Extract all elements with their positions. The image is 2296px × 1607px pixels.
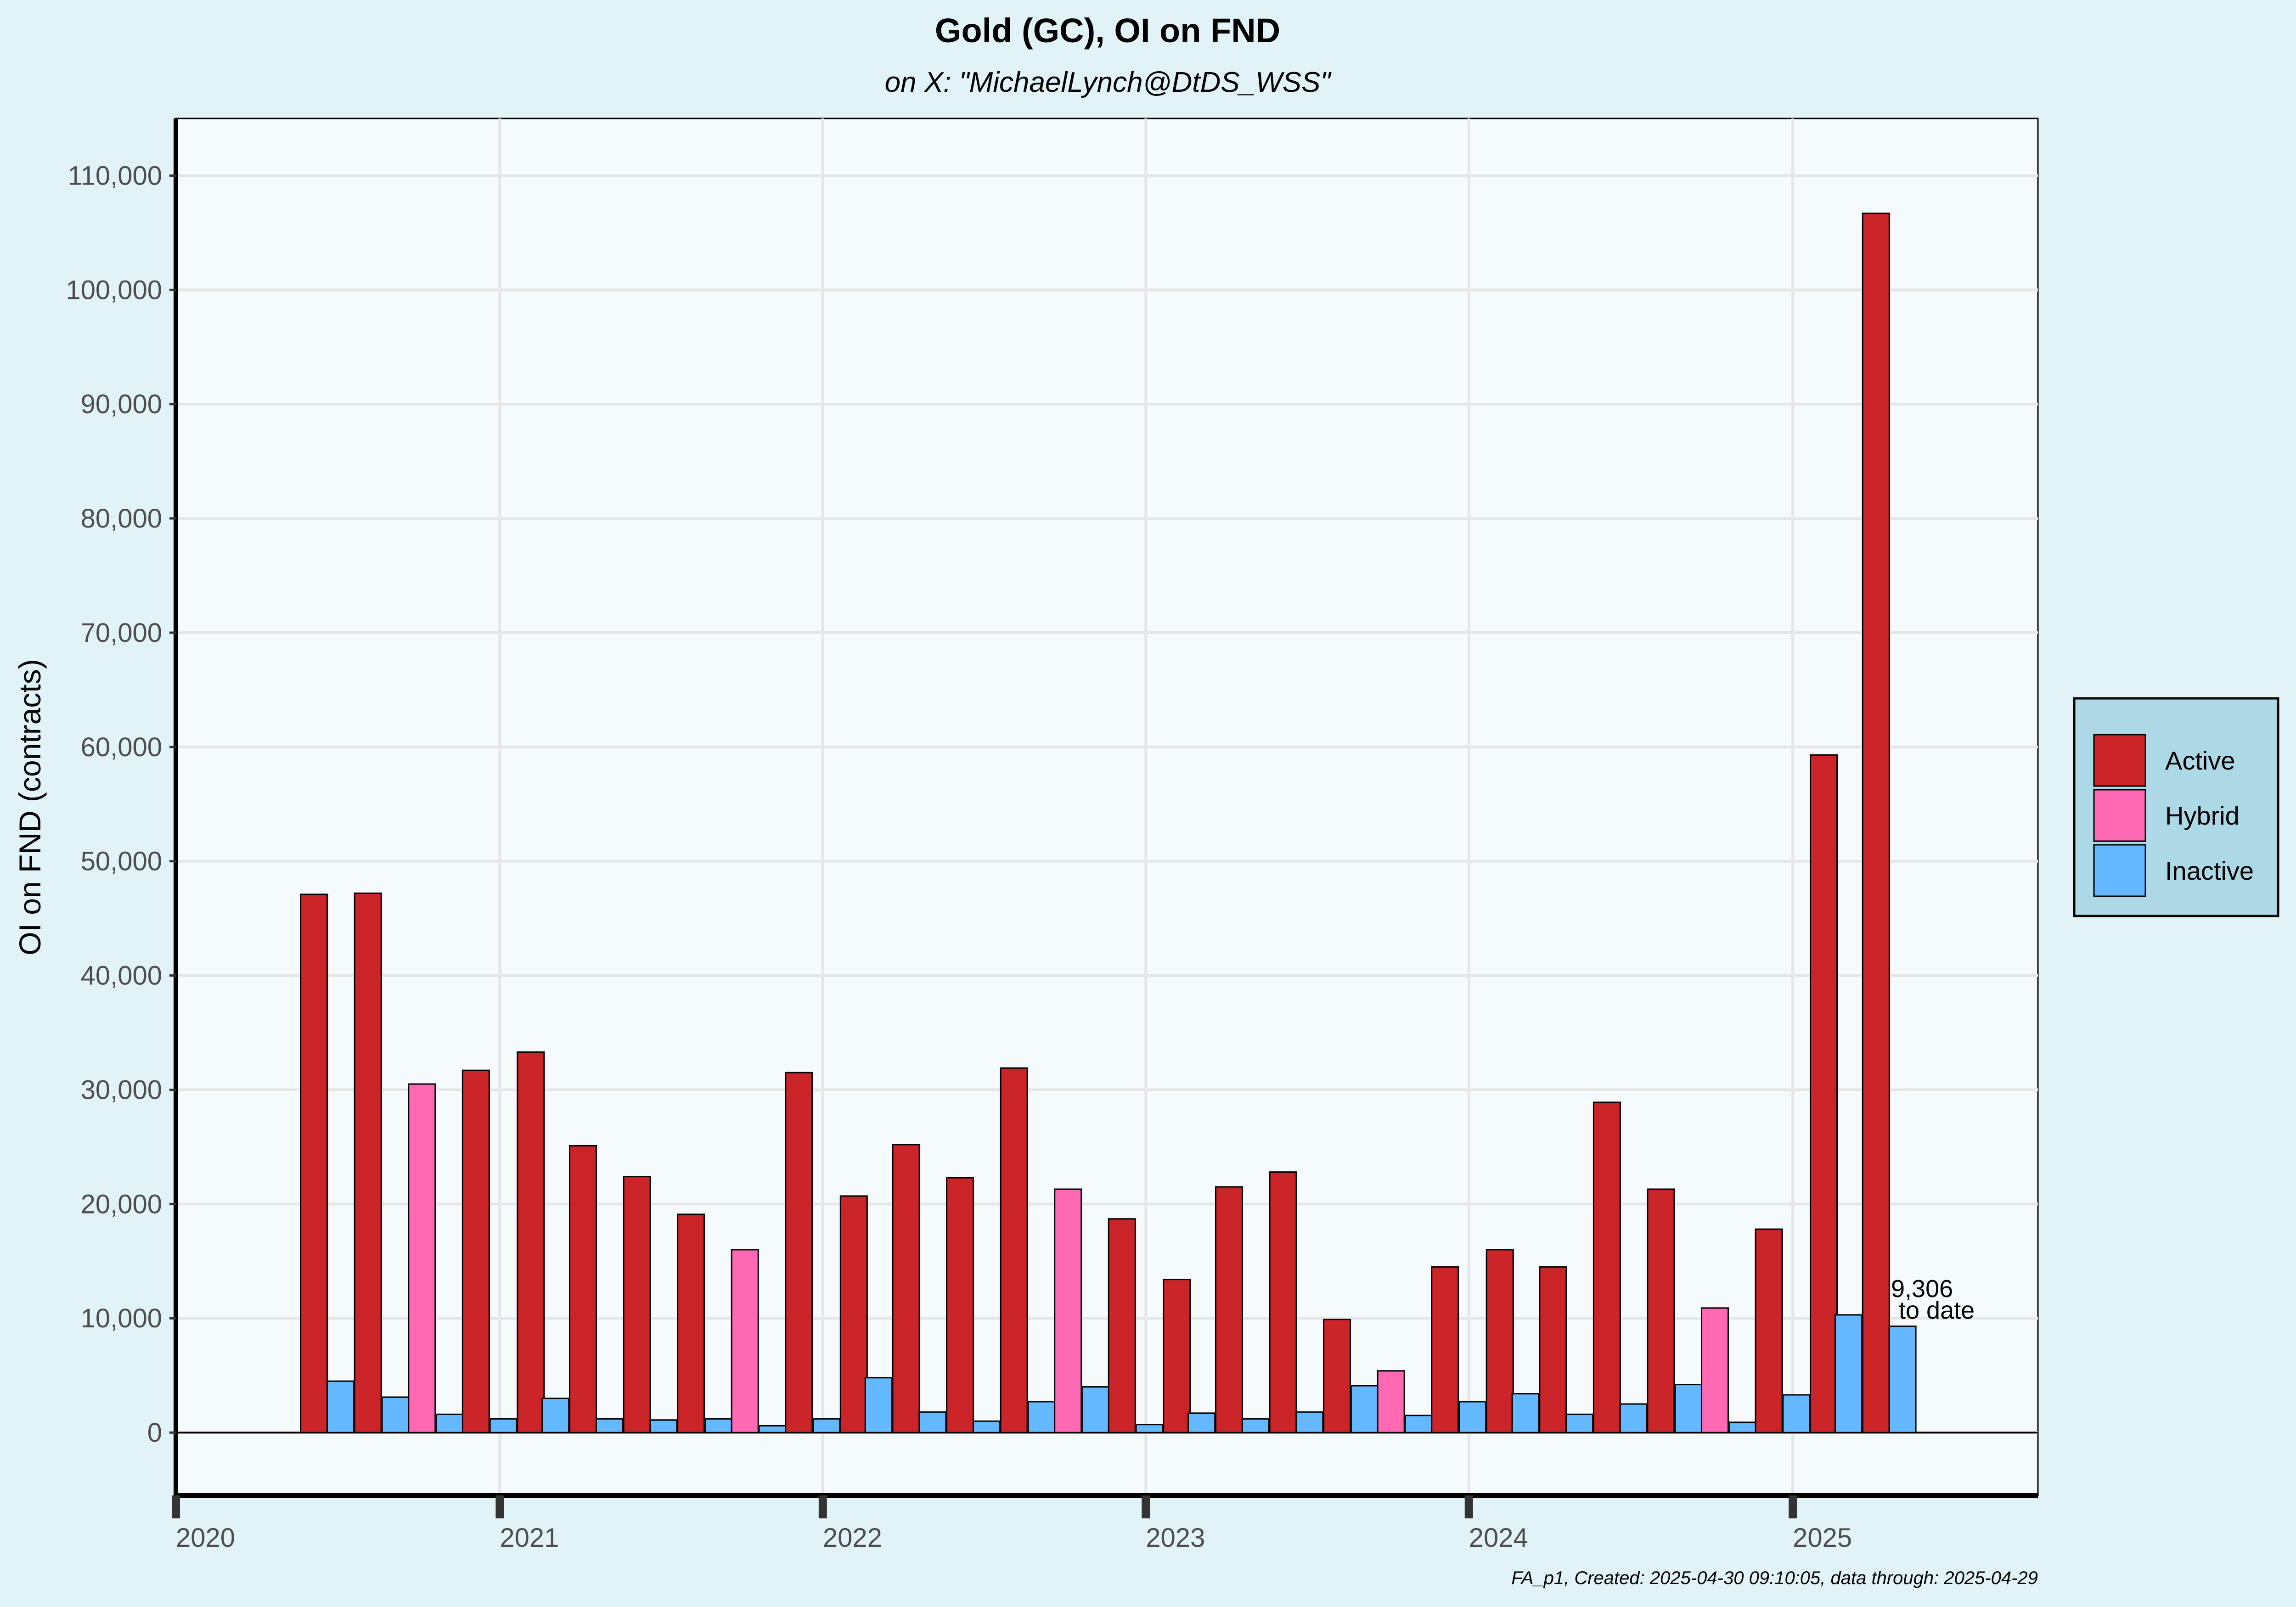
bar-active <box>623 1176 651 1433</box>
bar-inactive <box>918 1411 947 1433</box>
bar-inactive <box>595 1418 624 1433</box>
y-tick-label: 20,000 <box>81 1189 162 1219</box>
legend-label-active: Active <box>2165 746 2235 775</box>
legend: Active Hybrid Inactive <box>2073 697 2279 917</box>
bar-inactive <box>489 1418 518 1433</box>
bar-active <box>1215 1186 1243 1433</box>
legend-key-active <box>2093 734 2146 787</box>
y-tick-label: 0 <box>147 1418 162 1448</box>
y-axis-label: OI on FND (contracts) <box>13 659 47 955</box>
bar-active <box>1647 1188 1675 1433</box>
legend-label-inactive: Inactive <box>2165 856 2254 885</box>
x-tick-label: 2023 <box>1146 1523 1205 1553</box>
bar-active <box>785 1072 813 1433</box>
bar-inactive <box>812 1418 841 1433</box>
x-tick-label: 2020 <box>176 1523 235 1553</box>
bar-hybrid <box>408 1083 436 1433</box>
bar-active <box>946 1177 974 1433</box>
bar-inactive <box>1081 1386 1109 1433</box>
bar-active <box>1539 1266 1567 1433</box>
bar-active <box>1431 1266 1459 1433</box>
bar-active <box>1810 754 1838 1433</box>
bar-inactive <box>1835 1314 1863 1433</box>
bar-inactive <box>1888 1326 1917 1433</box>
bar-active <box>1269 1171 1297 1433</box>
bar-inactive <box>541 1397 570 1433</box>
bar-inactive <box>704 1418 732 1433</box>
y-tick-label: 70,000 <box>81 618 162 648</box>
bar-inactive <box>1295 1411 1324 1433</box>
bar-hybrid <box>1377 1370 1405 1433</box>
bar-inactive <box>972 1420 1001 1433</box>
bar-hybrid <box>1701 1307 1729 1433</box>
axes <box>174 118 2038 1498</box>
x-tick-label: 2025 <box>1793 1523 1852 1553</box>
bar-inactive <box>1187 1412 1216 1433</box>
bar-active <box>1108 1218 1136 1433</box>
bar-active <box>1593 1101 1621 1433</box>
bar-active <box>517 1051 545 1433</box>
bar-inactive <box>1565 1413 1594 1433</box>
bar-inactive <box>864 1377 893 1433</box>
tick-labels: 0 10,000 20,000 30,000 40,000 50,000 60,000 70,… <box>66 161 1852 1553</box>
annotation-to-date: to date <box>1899 1297 1975 1324</box>
y-tick-label: 90,000 <box>81 389 162 419</box>
bar-active <box>461 1069 490 1433</box>
x-tick-label: 2022 <box>823 1523 882 1553</box>
bar-inactive <box>326 1380 355 1433</box>
legend-label-hybrid: Hybrid <box>2165 801 2240 830</box>
bar-inactive <box>1458 1401 1486 1433</box>
chart-subtitle: on X: "MichaelLynch@DtDS_WSS" <box>885 67 1332 98</box>
footer-caption: FA_p1, Created: 2025-04-30 09:10:05, dat… <box>1511 1568 2038 1588</box>
bar-active <box>1486 1249 1514 1433</box>
bar-inactive <box>1350 1385 1379 1433</box>
x-tick-label: 2024 <box>1469 1523 1528 1553</box>
bar-inactive <box>758 1425 787 1433</box>
bar-inactive <box>435 1413 464 1433</box>
bar-inactive <box>381 1396 410 1433</box>
bar-active <box>1000 1067 1028 1433</box>
bar-inactive <box>1728 1422 1756 1433</box>
legend-key-hybrid <box>2093 789 2146 842</box>
bar-active <box>839 1195 868 1433</box>
bar-active <box>354 892 382 1433</box>
bar-active <box>1862 213 1890 1433</box>
y-tick-label: 100,000 <box>66 275 162 305</box>
chart-title: Gold (GC), OI on FND <box>935 11 1280 50</box>
bar-active <box>1163 1279 1191 1433</box>
y-tick-label: 110,000 <box>68 161 162 191</box>
bar-inactive <box>1404 1415 1433 1433</box>
bar-active <box>300 893 328 1433</box>
bar-inactive <box>1511 1393 1540 1433</box>
bar-inactive <box>1135 1424 1164 1433</box>
annotation-value: 9,306 <box>1891 1275 1953 1303</box>
bar-active <box>1323 1319 1351 1433</box>
bar-hybrid <box>731 1249 759 1433</box>
y-tick-label: 40,000 <box>81 961 162 991</box>
bar-inactive <box>1674 1384 1703 1433</box>
bar-active <box>892 1144 920 1433</box>
y-tick-label: 80,000 <box>81 504 162 534</box>
bar-inactive <box>1619 1403 1648 1433</box>
x-tick-label: 2021 <box>500 1523 559 1553</box>
bar-inactive <box>1782 1394 1811 1433</box>
bar-inactive <box>649 1419 678 1433</box>
y-tick-label: 30,000 <box>81 1075 162 1105</box>
y-tick-label: 50,000 <box>81 847 162 877</box>
y-tick-label: 60,000 <box>81 732 162 762</box>
bars <box>300 213 1917 1433</box>
bar-active <box>1755 1228 1783 1433</box>
bar-active <box>569 1145 597 1433</box>
y-tick-label: 10,000 <box>81 1304 162 1333</box>
bar-hybrid <box>1054 1188 1082 1433</box>
legend-key-inactive <box>2093 844 2146 897</box>
bar-inactive <box>1027 1401 1056 1433</box>
bar-inactive <box>1241 1418 1270 1433</box>
bar-active <box>677 1214 705 1433</box>
